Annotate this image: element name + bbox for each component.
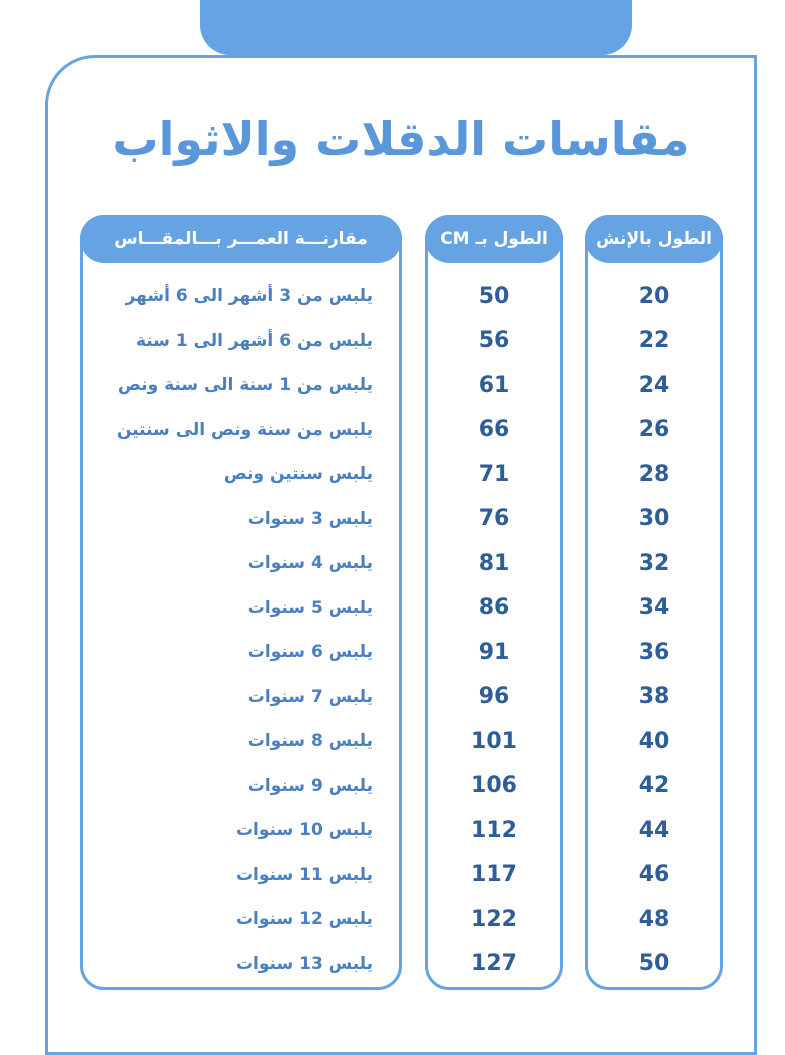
- cm-cell: 127: [471, 951, 517, 976]
- inch-cell: 34: [638, 595, 670, 620]
- cm-cell: 66: [478, 417, 510, 442]
- age-cell: يلبس 10 سنوات: [235, 820, 373, 840]
- inch-cell: 42: [638, 773, 670, 798]
- age-cell: يلبس 8 سنوات: [247, 731, 373, 751]
- inch-cell: 22: [638, 328, 670, 353]
- age-column: مقارنـــة العمـــر بـــالمقـــاس يلبس من …: [80, 215, 402, 990]
- top-tab: [200, 0, 632, 55]
- inch-cell: 46: [638, 862, 670, 887]
- cm-cell: 106: [471, 773, 517, 798]
- cm-cell: 117: [471, 862, 517, 887]
- age-cell: يلبس من 3 أشهر الى 6 أشهر: [125, 286, 373, 306]
- age-cell: يلبس سنتين ونص: [223, 464, 373, 484]
- cm-cell: 61: [478, 372, 510, 398]
- age-cell: يلبس 7 سنوات: [247, 686, 373, 707]
- age-cell: يلبس 9 سنوات: [247, 775, 373, 796]
- inch-cell: 30: [638, 506, 670, 531]
- inch-cell: 44: [638, 817, 670, 843]
- column-header: الطول بـ CM: [425, 215, 563, 263]
- cm-cell: 86: [478, 595, 510, 620]
- cm-cell: 122: [471, 906, 517, 932]
- cm-cell: 91: [478, 639, 510, 665]
- cm-cell: 101: [471, 728, 517, 754]
- title: مقاسات الدقلات والاثواب: [112, 112, 690, 166]
- column-header: الطول بالإنش: [585, 215, 723, 263]
- cm-column: الطول بـ CM 50 56 61 66 71 76 81 86 91 96 101 106 112…: [425, 215, 563, 990]
- inch-cell: 36: [638, 639, 670, 665]
- inch-cell: 20: [638, 283, 670, 309]
- inch-cell: 50: [638, 951, 670, 976]
- column-header: مقارنـــة العمـــر بـــالمقـــاس: [80, 215, 402, 263]
- age-cell: يلبس 11 سنوات: [235, 864, 373, 885]
- inch-cell: 40: [638, 728, 670, 754]
- inch-column: الطول بالإنش 20 22 24 26 28 30 32 34 36 38 40 42 44 46…: [585, 215, 723, 990]
- cm-cell: 112: [471, 817, 517, 843]
- age-cell: يلبس 5 سنوات: [247, 597, 373, 618]
- cm-cell: 56: [478, 328, 510, 353]
- inch-cell: 32: [638, 550, 670, 576]
- inch-cell: 24: [638, 372, 670, 398]
- cm-cell: 71: [478, 461, 510, 487]
- cm-cell: 96: [478, 684, 510, 709]
- inch-cell: 48: [638, 906, 670, 932]
- cm-cell: 81: [478, 550, 510, 576]
- age-cell: يلبس من 6 أشهر الى 1 سنة: [135, 330, 373, 351]
- age-cell: يلبس 4 سنوات: [247, 553, 373, 573]
- age-cell: يلبس 6 سنوات: [247, 642, 373, 662]
- inch-cell: 38: [638, 684, 670, 709]
- age-cell: يلبس من سنة ونص الى سنتين: [116, 419, 373, 440]
- cm-cell: 76: [478, 506, 510, 531]
- inch-cell: 28: [638, 461, 670, 487]
- age-cell: يلبس 12 سنوات: [235, 909, 373, 929]
- cm-cell: 50: [478, 283, 510, 309]
- age-cell: يلبس 13 سنوات: [235, 953, 373, 974]
- page: {"title": "مقاسات الدقلات والاثواب", "ta…: [45, 0, 757, 1055]
- inch-cell: 26: [638, 417, 670, 442]
- age-cell: يلبس من 1 سنة الى سنة ونص: [118, 375, 373, 395]
- age-cell: يلبس 3 سنوات: [247, 508, 373, 529]
